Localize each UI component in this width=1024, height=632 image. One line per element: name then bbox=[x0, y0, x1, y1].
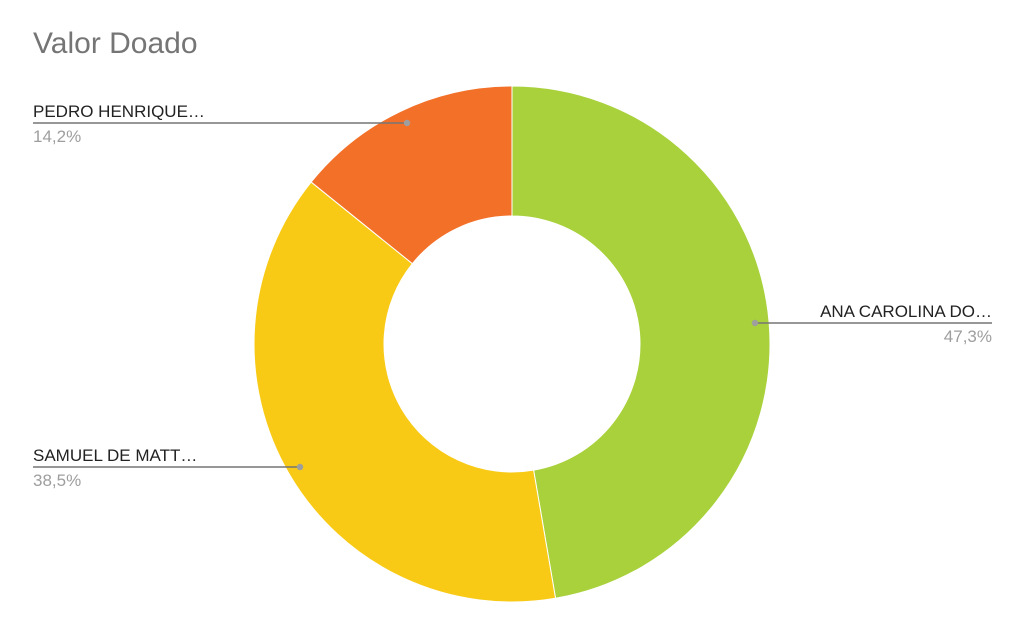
slices-group bbox=[253, 85, 771, 603]
slice-percent-label: 14,2% bbox=[33, 127, 81, 146]
callout-dot bbox=[403, 119, 411, 127]
slice-label: SAMUEL DE MATT… bbox=[33, 446, 197, 465]
callout-dot bbox=[296, 463, 304, 471]
slice-samuel-de-matt[interactable] bbox=[253, 181, 557, 603]
slice-label: PEDRO HENRIQUE… bbox=[33, 102, 205, 121]
slice-label: ANA CAROLINA DO… bbox=[820, 302, 992, 321]
chart-title: Valor Doado bbox=[33, 27, 198, 60]
callouts-group: ANA CAROLINA DO… 47,3% SAMUEL DE MATT… 38,5… bbox=[33, 102, 992, 490]
slice-pedro-henrique[interactable] bbox=[310, 85, 513, 265]
callout-dot bbox=[751, 319, 759, 327]
slice-ana-carolina-do[interactable] bbox=[511, 85, 771, 599]
slice-percent-label: 38,5% bbox=[33, 471, 81, 490]
slice-percent-label: 47,3% bbox=[944, 327, 992, 346]
